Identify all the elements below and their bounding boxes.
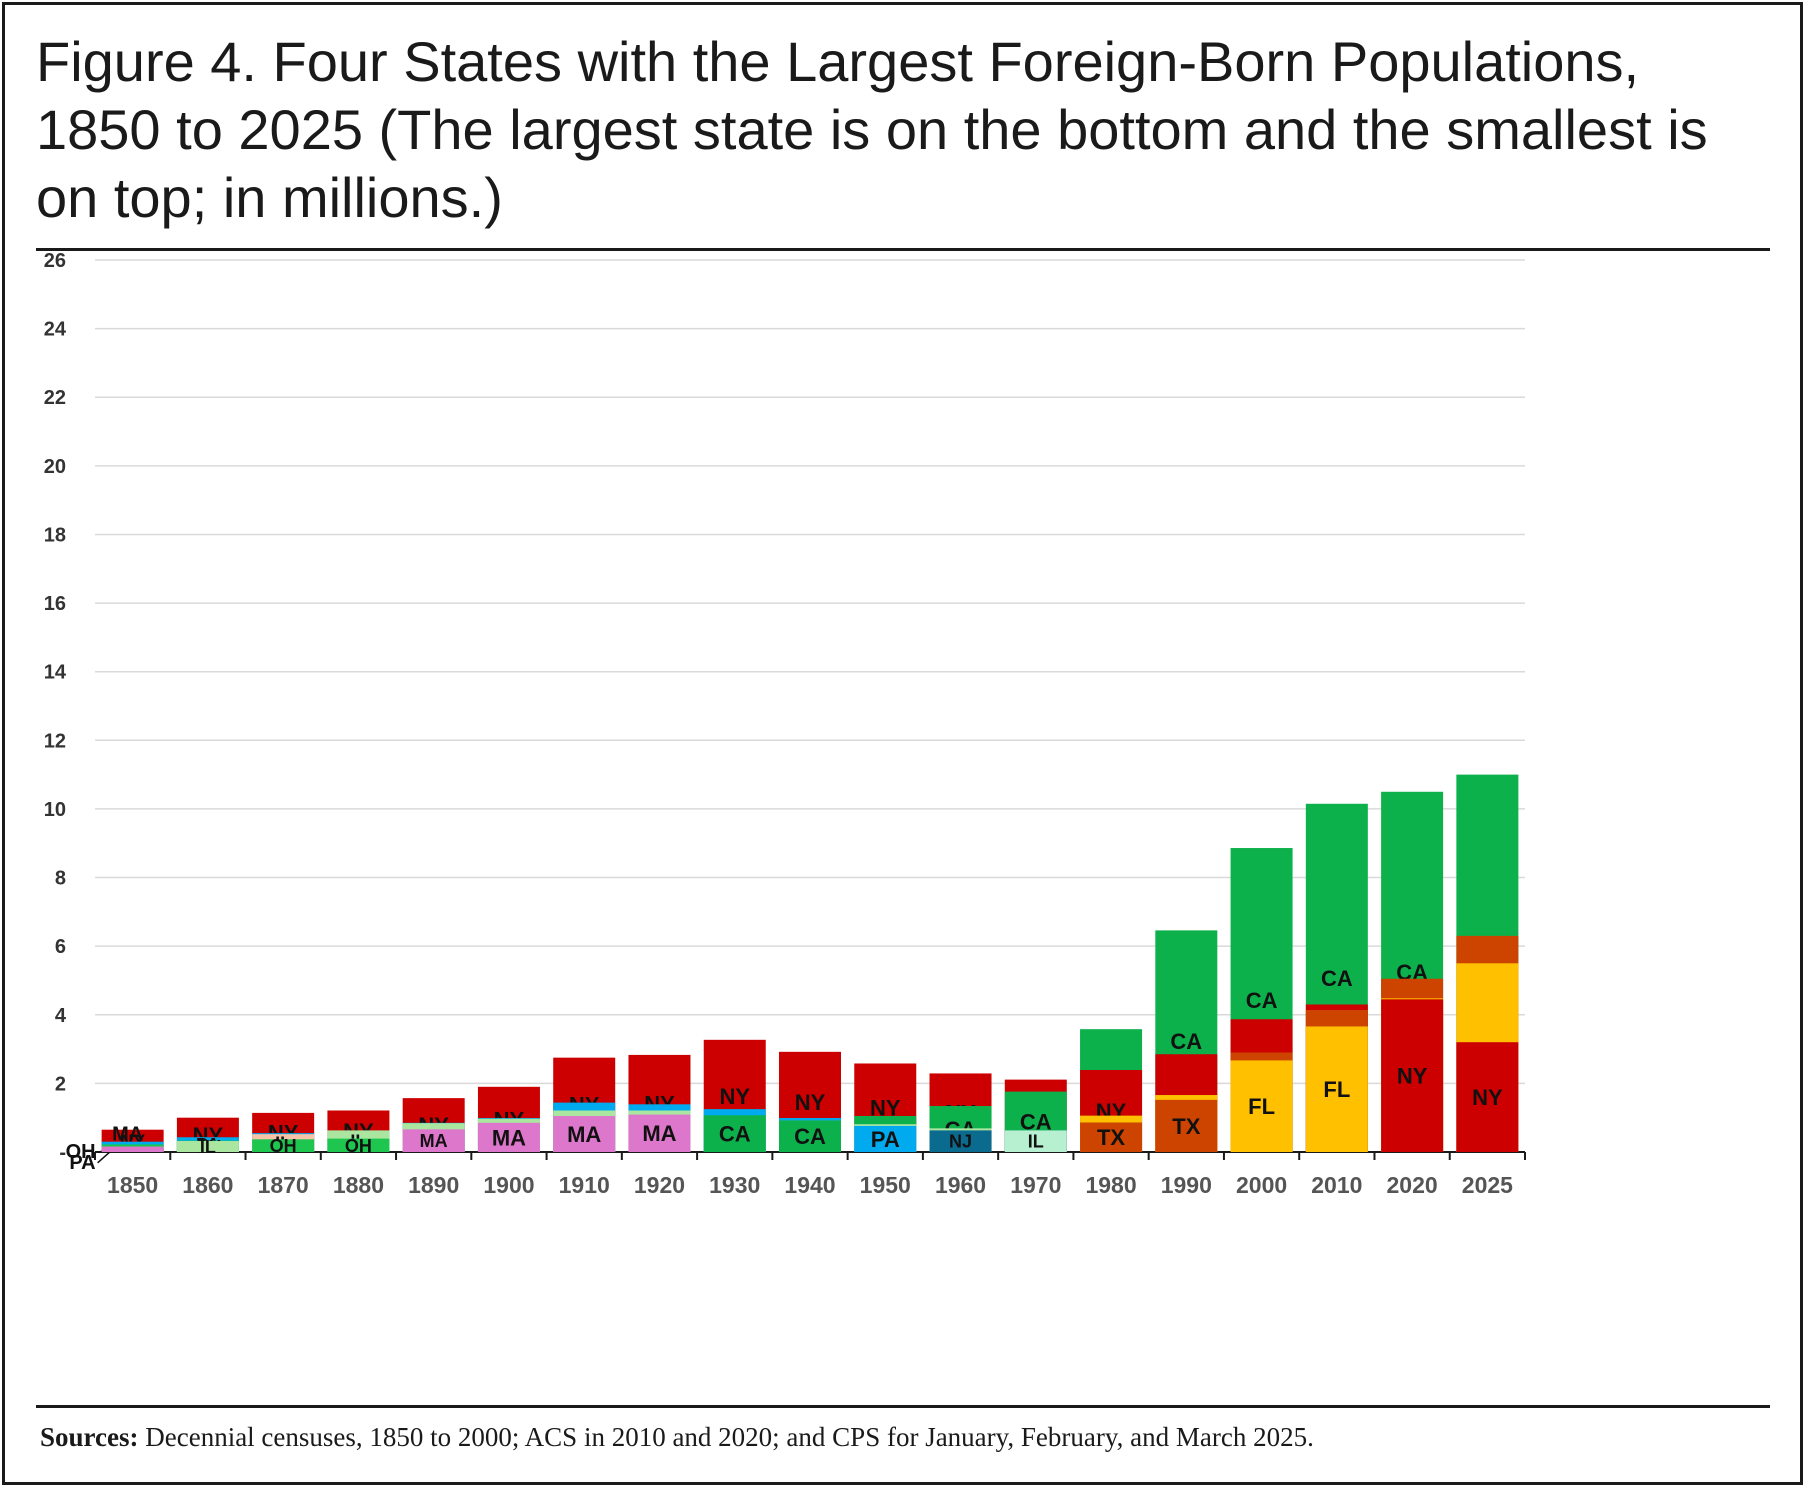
- bar-segment-nj: [929, 1130, 992, 1152]
- source-text: Decennial censuses, 1850 to 2000; ACS in…: [145, 1422, 1314, 1452]
- segment-label: PA: [871, 1127, 900, 1152]
- source-divider: [36, 1405, 1770, 1408]
- bar-segment-ma: [477, 1122, 540, 1152]
- y-tick-label: 22: [44, 387, 66, 409]
- bar-segment-tx: [1155, 1099, 1218, 1152]
- segment-label: CA: [1321, 966, 1353, 991]
- y-tick-label: 18: [44, 524, 66, 546]
- bar-segment-il: [176, 1141, 239, 1152]
- segment-label: IL: [200, 1137, 216, 1157]
- segment-label: NY: [1397, 1064, 1428, 1089]
- segment-label: MA: [567, 1122, 601, 1147]
- y-tick-label: 14: [44, 662, 67, 684]
- bar-segment-ma: [101, 1146, 164, 1152]
- x-tick-label: 2010: [1311, 1172, 1362, 1198]
- x-tick-label: 1950: [860, 1172, 911, 1198]
- y-tick-label: 2: [55, 1073, 66, 1095]
- bar-segment-oh: [252, 1139, 315, 1152]
- y-tick-label: 20: [44, 456, 66, 478]
- source-label: Sources:: [40, 1422, 139, 1452]
- segment-label: MA: [112, 1124, 143, 1146]
- x-tick-label: 2025: [1462, 1172, 1513, 1198]
- segment-label: MA: [492, 1125, 526, 1150]
- x-tick-label: 1970: [1010, 1172, 1061, 1198]
- bar-segment-ma: [402, 1129, 465, 1152]
- x-tick-label: 1910: [559, 1172, 610, 1198]
- segment-label: OH: [270, 1136, 297, 1156]
- segment-label: PA: [69, 1152, 95, 1174]
- bar-segment-ma: [628, 1114, 691, 1152]
- bar-segment-ca: [779, 1120, 841, 1152]
- x-tick-label: 1870: [258, 1172, 309, 1198]
- stacked-bar-chart: -2468101214161820222426NYPAOHMA1850NYPAO…: [44, 250, 1526, 1198]
- segment-label: CA: [1170, 1029, 1202, 1054]
- segment-label: MA: [642, 1121, 676, 1146]
- x-tick-label: 1940: [784, 1172, 835, 1198]
- y-tick-label: 4: [55, 1005, 67, 1027]
- bar-segment-fl: [1305, 1026, 1368, 1152]
- bar-segment-ny: [1381, 999, 1444, 1152]
- segment-label: CA: [719, 1122, 751, 1147]
- x-tick-label: 1980: [1085, 1172, 1136, 1198]
- x-tick-label: 2020: [1387, 1172, 1438, 1198]
- y-tick-label: 12: [44, 730, 66, 752]
- segment-label: FL: [1323, 1077, 1350, 1102]
- y-tick-label: 6: [55, 936, 66, 958]
- bar-segment-ny: [1456, 1042, 1519, 1152]
- bar-segment-ca: [703, 1115, 766, 1152]
- y-tick-label: 8: [55, 868, 66, 890]
- x-tick-label: 1900: [483, 1172, 534, 1198]
- segment-label: TX: [1097, 1125, 1125, 1150]
- x-tick-label: 1920: [634, 1172, 685, 1198]
- segment-label: CA: [794, 1124, 826, 1149]
- segment-label: FL: [1248, 1094, 1275, 1119]
- segment-label: NY: [719, 1084, 750, 1109]
- segment-label: NY: [1472, 1085, 1503, 1110]
- x-tick-label: 1860: [182, 1172, 233, 1198]
- x-tick-label: 1890: [408, 1172, 459, 1198]
- segment-label: CA: [1246, 988, 1278, 1013]
- title-divider: [36, 248, 1770, 251]
- segment-label: MA: [420, 1131, 448, 1151]
- segment-label: NJ: [949, 1132, 972, 1152]
- bar-segment-oh: [327, 1138, 390, 1152]
- bar-segment-il: [1004, 1130, 1067, 1152]
- bar-segment-pa: [854, 1125, 917, 1152]
- x-tick-label: 1990: [1161, 1172, 1212, 1198]
- x-tick-label: 1960: [935, 1172, 986, 1198]
- x-tick-label: 1850: [107, 1172, 158, 1198]
- x-tick-label: 1880: [333, 1172, 384, 1198]
- y-tick-label: 10: [44, 799, 66, 821]
- y-tick-label: 26: [44, 250, 66, 272]
- figure-title: Figure 4. Four States with the Largest F…: [36, 30, 1708, 229]
- x-tick-label: 1930: [709, 1172, 760, 1198]
- bar-segment-tx: [1080, 1122, 1143, 1152]
- segment-label: TX: [1172, 1114, 1200, 1139]
- x-tick-label: 2000: [1236, 1172, 1287, 1198]
- y-tick-label: 16: [44, 593, 66, 615]
- segment-label: NY: [795, 1090, 826, 1115]
- segment-label: OH: [345, 1136, 372, 1156]
- bar-segment-ma: [553, 1115, 616, 1152]
- y-tick-label: -: [59, 1142, 66, 1164]
- bar-segment-fl: [1230, 1060, 1293, 1152]
- segment-label: IL: [1028, 1132, 1044, 1152]
- y-tick-label: 24: [44, 319, 67, 341]
- segment-label: OH: [66, 1141, 96, 1163]
- source-note: Sources: Decennial censuses, 1850 to 200…: [40, 1422, 1314, 1453]
